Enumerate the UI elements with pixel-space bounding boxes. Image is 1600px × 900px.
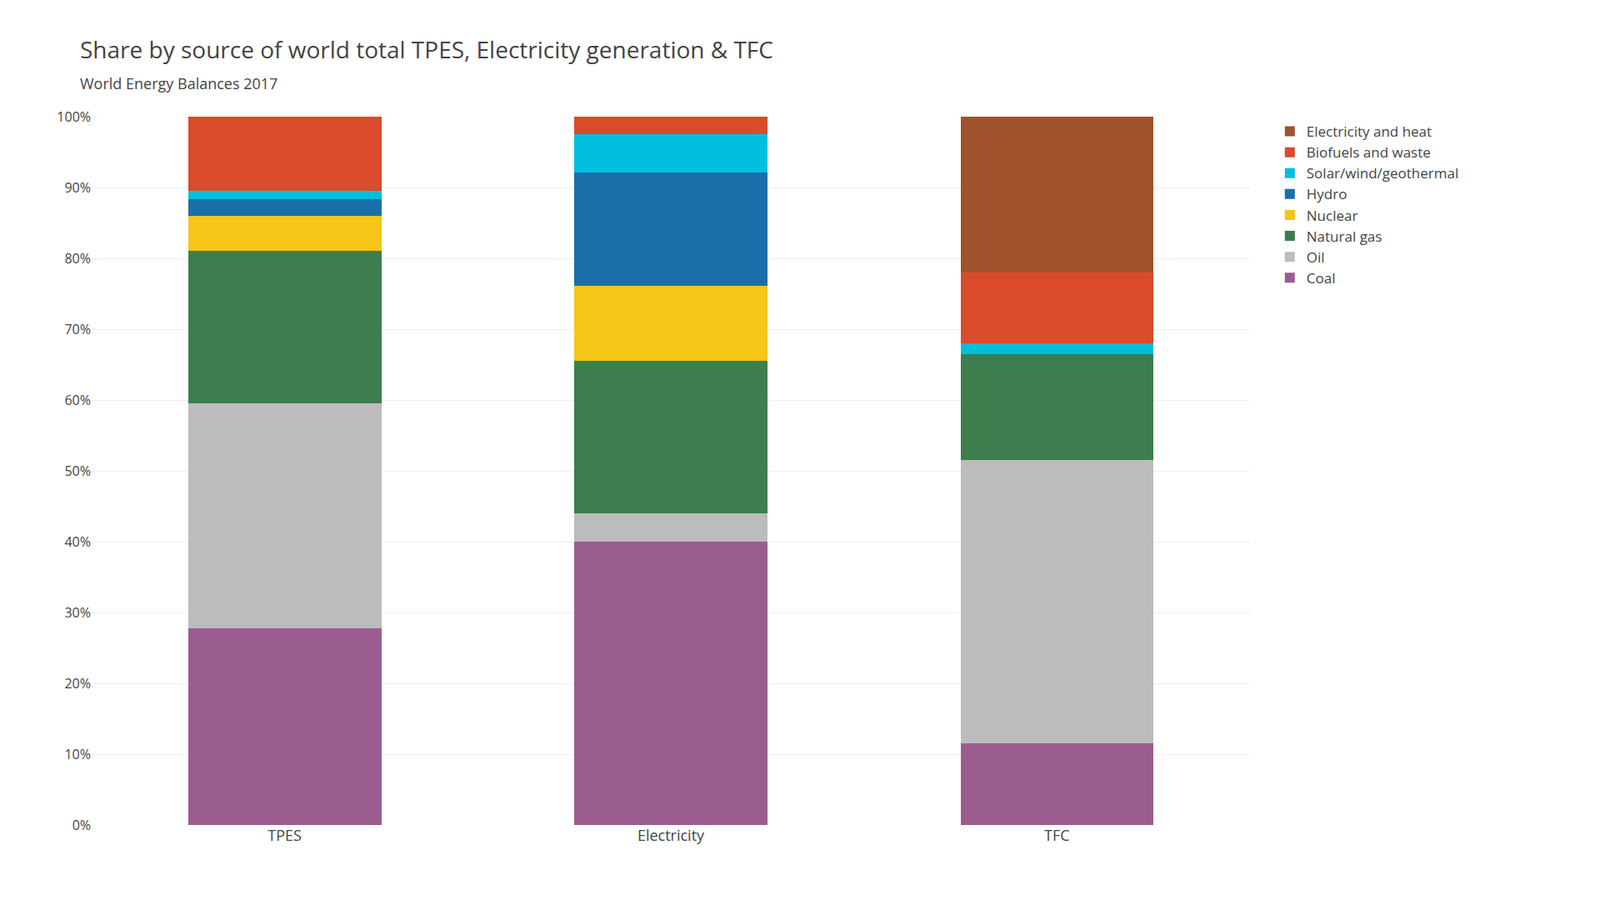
svg-text:60%: 60% bbox=[64, 390, 91, 410]
svg-text:Biofuels and waste: Biofuels and waste bbox=[1306, 142, 1431, 162]
svg-text:World Energy Balances 2017: World Energy Balances 2017 bbox=[80, 73, 278, 94]
svg-text:80%: 80% bbox=[64, 249, 91, 268]
svg-text:90%: 90% bbox=[64, 178, 91, 197]
svg-text:20%: 20% bbox=[64, 674, 91, 693]
svg-text:Electricity and heat: Electricity and heat bbox=[1306, 121, 1432, 141]
svg-text:Share by source of world total: Share by source of world total TPES, Ele… bbox=[80, 33, 774, 65]
svg-text:TPES: TPES bbox=[267, 825, 302, 845]
svg-text:30%: 30% bbox=[64, 603, 91, 622]
svg-text:100%: 100% bbox=[56, 107, 91, 126]
svg-text:50%: 50% bbox=[64, 461, 91, 480]
svg-text:0%: 0% bbox=[72, 815, 91, 835]
svg-text:Hydro: Hydro bbox=[1306, 184, 1348, 204]
svg-text:Natural gas: Natural gas bbox=[1306, 226, 1383, 246]
svg-text:Solar/wind/geothermal: Solar/wind/geothermal bbox=[1306, 163, 1459, 183]
svg-text:70%: 70% bbox=[64, 320, 91, 339]
svg-text:Coal: Coal bbox=[1306, 268, 1336, 288]
svg-text:Oil: Oil bbox=[1306, 247, 1325, 267]
svg-text:40%: 40% bbox=[64, 532, 91, 551]
svg-text:Nuclear: Nuclear bbox=[1306, 205, 1359, 225]
svg-text:10%: 10% bbox=[64, 745, 91, 764]
svg-text:Electricity: Electricity bbox=[637, 825, 705, 845]
svg-text:TFC: TFC bbox=[1044, 825, 1070, 845]
